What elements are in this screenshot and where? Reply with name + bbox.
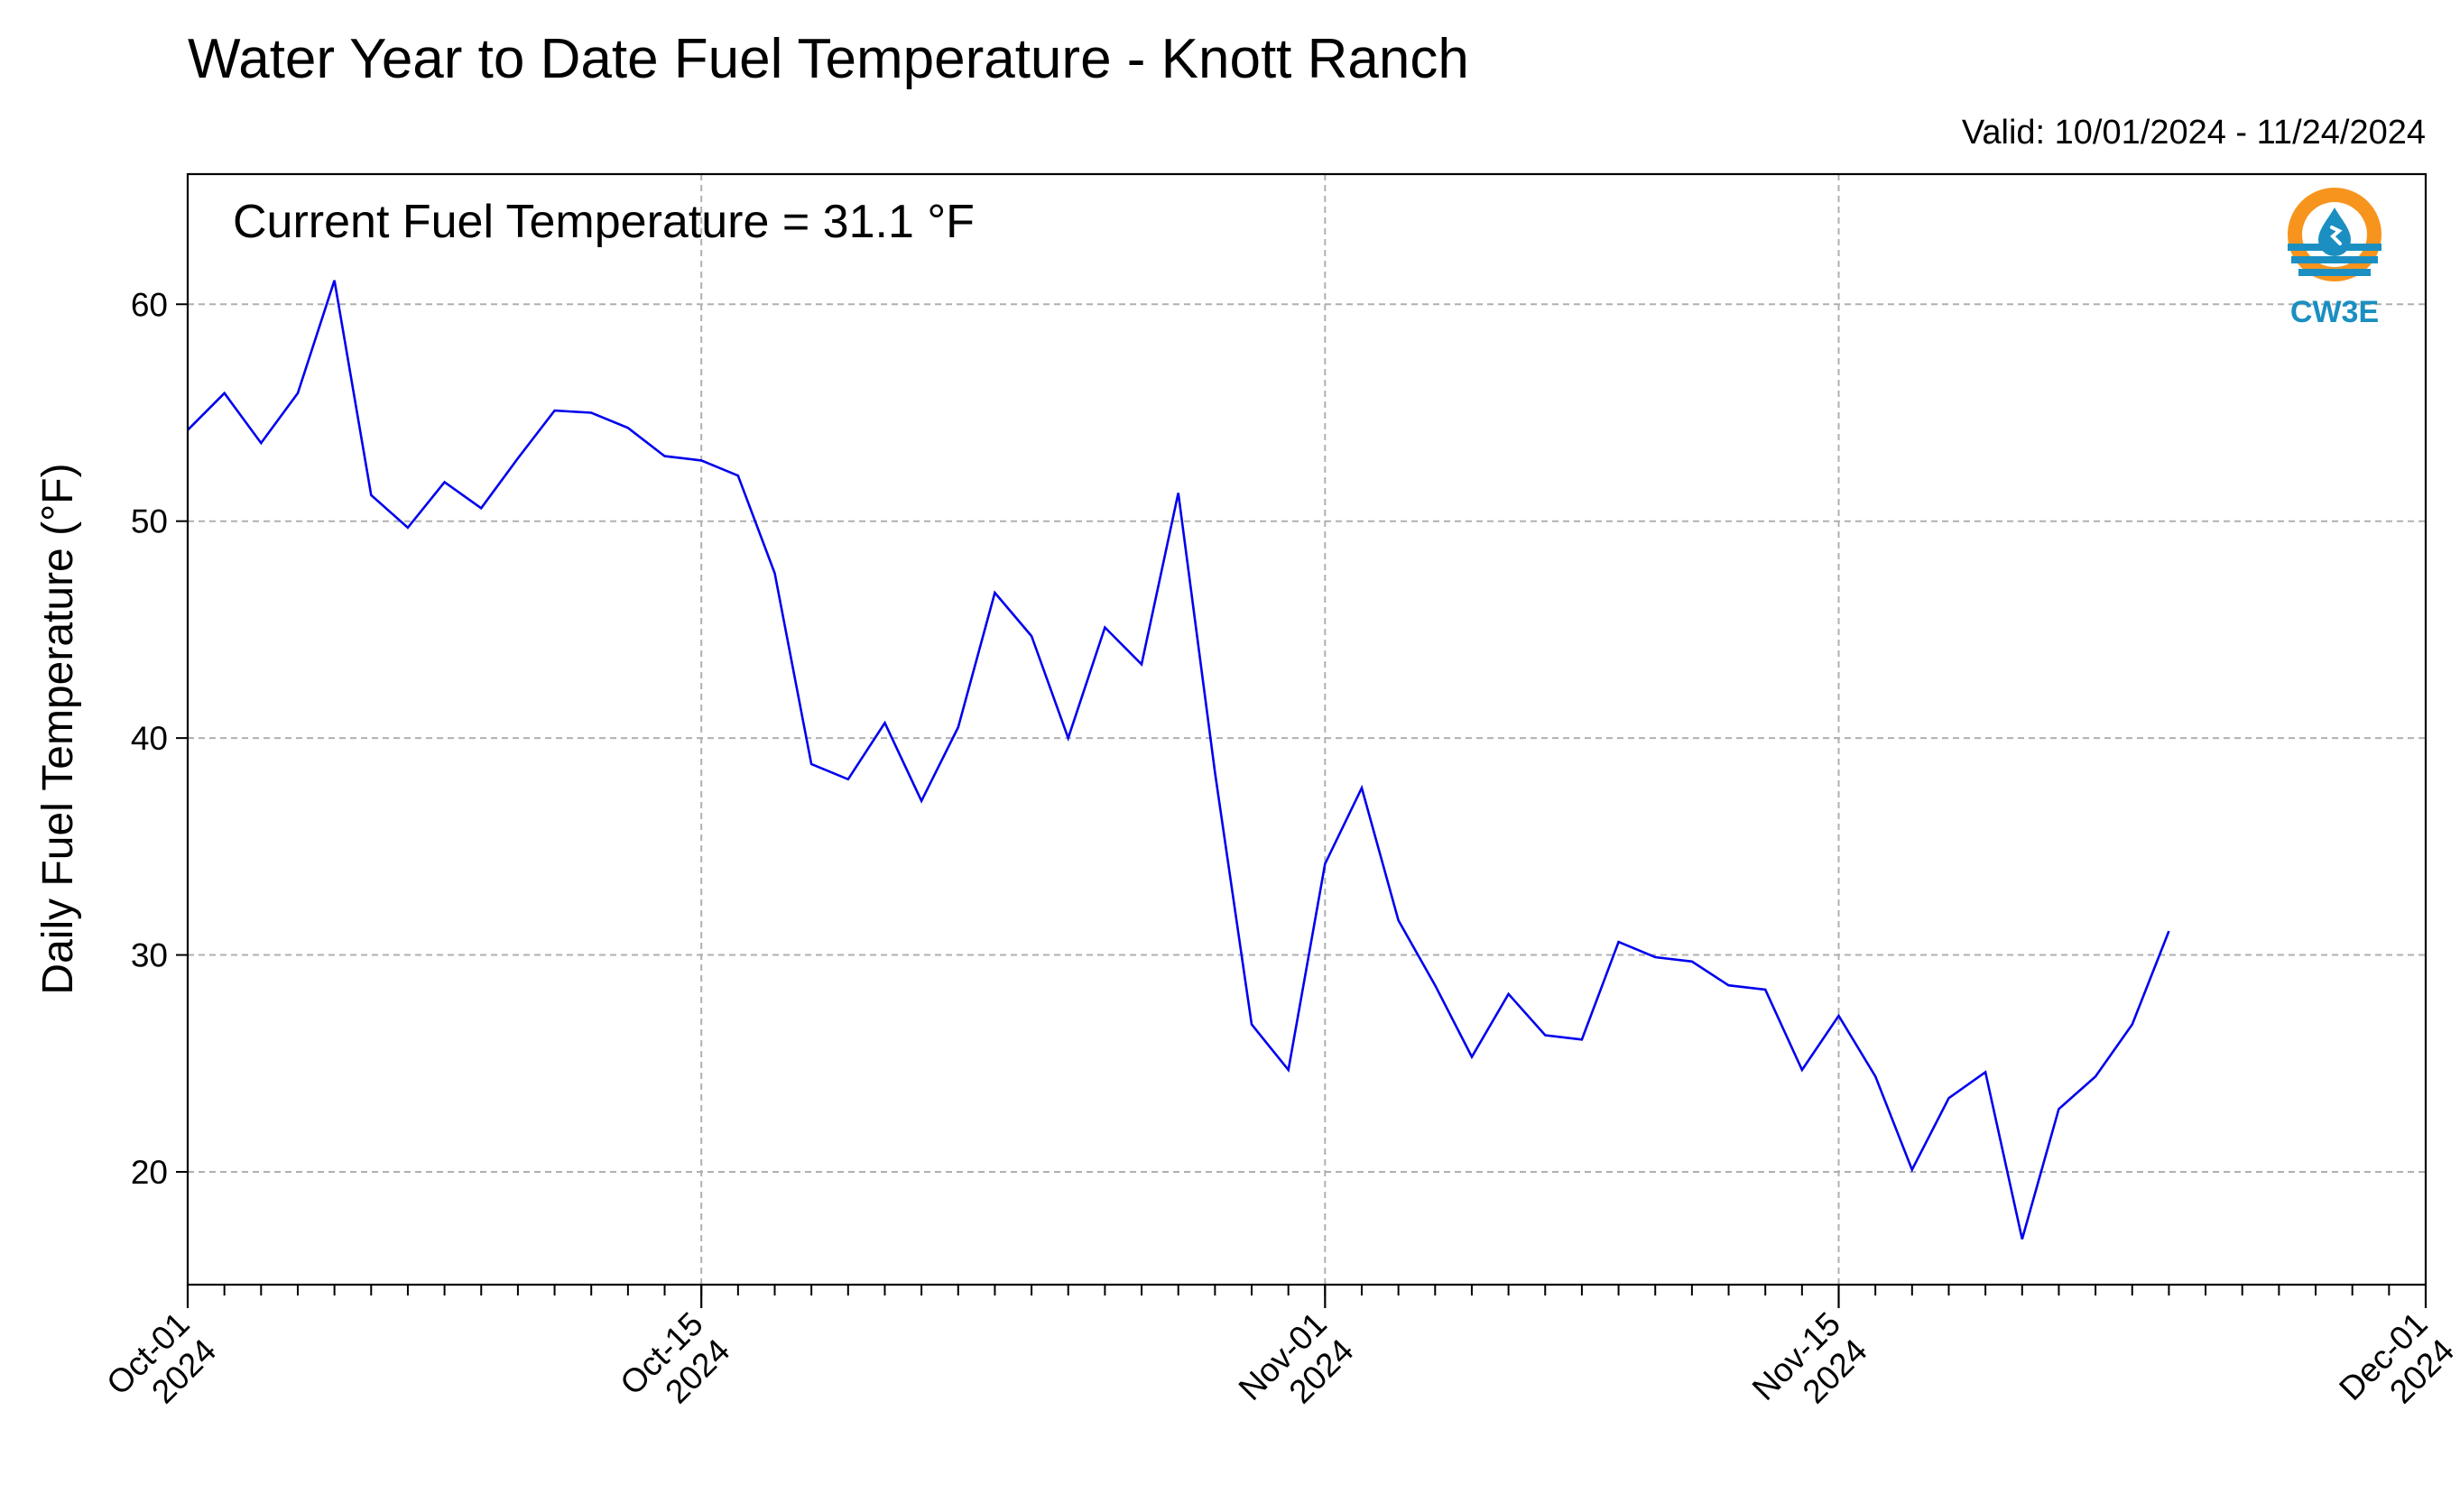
y-tick-label: 20: [131, 1154, 168, 1191]
logo-text: CW3E: [2290, 295, 2379, 329]
y-axis: 20 30 40 50 60: [131, 286, 188, 1191]
y-tick-label: 60: [131, 286, 168, 323]
x-axis: Oct-012024 Oct-152024 Nov-012024 Nov-152024…: [99, 1285, 2460, 1434]
x-tick-label: Dec-012024: [2332, 1305, 2460, 1434]
x-tick-label: Nov-152024: [1745, 1305, 1874, 1434]
logo-water-drop-icon: [2318, 207, 2351, 256]
x-tick-label: Oct-012024: [99, 1305, 223, 1429]
y-tick-label: 50: [131, 503, 168, 540]
y-tick-label: 30: [131, 937, 168, 974]
logo-drop-highlight: [2330, 226, 2343, 245]
cw3e-logo: CW3E: [2288, 188, 2381, 329]
logo-wave-band: [2291, 256, 2378, 263]
fuel-temperature-line: [187, 280, 2170, 1240]
valid-date-range: Valid: 10/01/2024 - 11/24/2024: [1962, 114, 2426, 152]
grid-lines: [188, 174, 2426, 1285]
y-tick-label: 40: [131, 720, 168, 757]
chart-title: Water Year to Date Fuel Temperature - Kn…: [188, 28, 1469, 90]
plot-area-frame: [186, 172, 2428, 1286]
y-axis-label: Daily Fuel Temperature (°F): [34, 463, 82, 994]
x-tick-label: Oct-152024: [613, 1305, 736, 1429]
x-tick-label: Nov-012024: [1232, 1305, 1361, 1434]
logo-wave-band: [2298, 269, 2371, 276]
data-line-layer: [187, 280, 2170, 1240]
current-fuel-temperature-annotation: Current Fuel Temperature = 31.1 °F: [233, 196, 975, 248]
